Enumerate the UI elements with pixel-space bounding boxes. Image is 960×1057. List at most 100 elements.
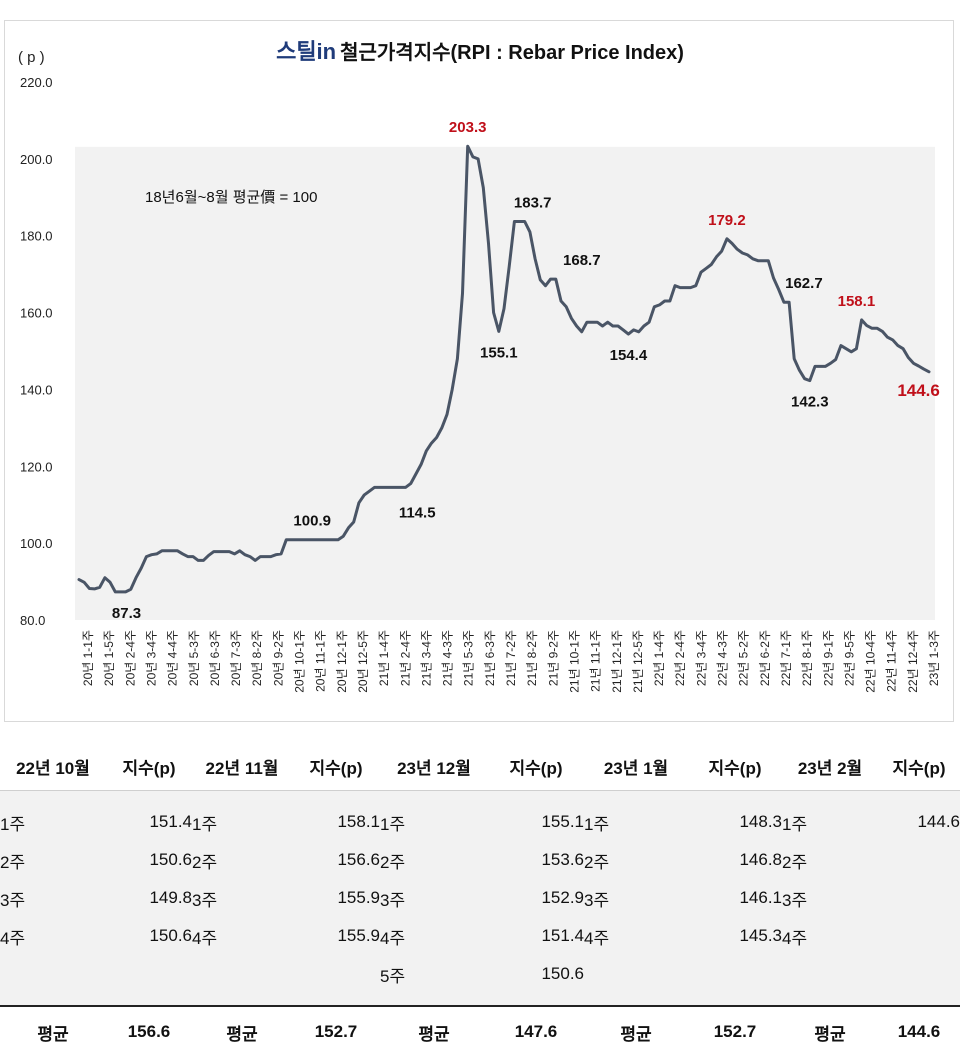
header-index: 지수(p) bbox=[106, 742, 192, 791]
header-index: 지수(p) bbox=[878, 742, 960, 791]
x-tick-label: 22년 8-1주 bbox=[800, 630, 814, 686]
x-tick-label: 21년 9-2주 bbox=[546, 630, 560, 686]
index-cell bbox=[878, 879, 960, 917]
week-cell: 3주 bbox=[782, 879, 878, 917]
x-tick-label: 20년 1-5주 bbox=[102, 630, 116, 686]
baseline-note: 18년6월~8월 평균價 = 100 bbox=[145, 189, 317, 206]
index-cell: 155.9 bbox=[292, 879, 380, 917]
chart-title-text: 철근가격지수(RPI : Rebar Price Index) bbox=[340, 42, 684, 64]
x-tick-label: 20년 5-3주 bbox=[187, 630, 201, 686]
week-cell bbox=[584, 955, 688, 993]
week-cell: 4주 bbox=[380, 917, 488, 955]
x-tick-label: 22년 4-3주 bbox=[716, 630, 730, 686]
average-label: 평균 bbox=[192, 1005, 292, 1057]
week-cell: 4주 bbox=[584, 917, 688, 955]
line-chart: ( p ) 80.0 100.0 120.0 140.0 160.0 180.0 200.0 2… bbox=[18, 49, 941, 693]
x-tick-label: 20년 3-4주 bbox=[144, 630, 158, 686]
y-tick-label: 180.0 bbox=[20, 229, 53, 244]
header-period: 22년 11월 bbox=[192, 742, 292, 791]
data-label: 162.7 bbox=[785, 275, 823, 292]
x-tick-label: 22년 3-4주 bbox=[694, 630, 708, 686]
header-period: 23년 1월 bbox=[584, 742, 688, 791]
x-tick-label: 20년 11-1주 bbox=[314, 630, 328, 692]
index-cell: 151.4 bbox=[488, 917, 584, 955]
week-cell: 2주 bbox=[380, 841, 488, 879]
x-tick-label: 22년 9-1주 bbox=[821, 630, 835, 686]
x-tick-label: 21년 10-1주 bbox=[568, 630, 582, 693]
index-cell: 145.3 bbox=[688, 917, 782, 955]
data-label: 158.1 bbox=[838, 293, 876, 310]
index-cell: 150.6 bbox=[488, 955, 584, 993]
x-tick-label: 20년 9-2주 bbox=[271, 630, 285, 686]
y-tick-label: 120.0 bbox=[20, 459, 53, 474]
x-tick-label: 22년 7-1주 bbox=[779, 630, 793, 686]
data-label: 154.4 bbox=[610, 347, 648, 364]
data-label: 144.6 bbox=[897, 381, 940, 400]
x-tick-label: 22년 2-4주 bbox=[673, 630, 687, 686]
header-index: 지수(p) bbox=[488, 742, 584, 791]
index-cell: 158.1 bbox=[292, 803, 380, 841]
index-cell bbox=[878, 955, 960, 993]
week-cell: 3주 bbox=[0, 879, 106, 917]
average-label: 평균 bbox=[782, 1005, 878, 1057]
index-cell bbox=[688, 955, 782, 993]
x-tick-label: 22년 11-4주 bbox=[885, 630, 899, 692]
table-row: 5주 150.6 bbox=[0, 955, 960, 993]
x-tick-label: 20년 4-4주 bbox=[166, 630, 180, 686]
average-label: 평균 bbox=[584, 1005, 688, 1057]
table-spacer bbox=[0, 993, 960, 1006]
index-cell: 156.6 bbox=[292, 841, 380, 879]
week-cell: 3주 bbox=[584, 879, 688, 917]
x-tick-label: 21년 8-2주 bbox=[525, 630, 539, 686]
week-cell: 4주 bbox=[192, 917, 292, 955]
index-cell: 150.6 bbox=[106, 917, 192, 955]
brand-logo: 스틸in bbox=[276, 39, 337, 64]
y-tick-label: 80.0 bbox=[20, 613, 45, 628]
x-tick-label: 22년 10-4주 bbox=[864, 630, 878, 693]
x-tick-label: 22년 5-2주 bbox=[737, 630, 751, 686]
header-index: 지수(p) bbox=[292, 742, 380, 791]
y-tick-label: 140.0 bbox=[20, 382, 53, 397]
week-cell: 4주 bbox=[782, 917, 878, 955]
index-cell bbox=[878, 917, 960, 955]
x-tick-label: 21년 11-1주 bbox=[589, 630, 603, 692]
week-cell bbox=[192, 955, 292, 993]
header-period: 22년 10월 bbox=[0, 742, 106, 791]
x-tick-label: 20년 10-1주 bbox=[293, 630, 307, 693]
x-tick-label: 21년 7-2주 bbox=[504, 630, 518, 686]
x-tick-label: 20년 12-1주 bbox=[335, 630, 349, 693]
header-index: 지수(p) bbox=[688, 742, 782, 791]
index-cell: 155.1 bbox=[488, 803, 584, 841]
table-row: 1주 151.4 1주 158.1 1주 155.1 1주 148.3 1주 1… bbox=[0, 803, 960, 841]
week-cell: 3주 bbox=[380, 879, 488, 917]
x-tick-label: 20년 12-5주 bbox=[356, 630, 370, 693]
index-cell: 150.6 bbox=[106, 841, 192, 879]
x-tick-label: 22년 6-2주 bbox=[758, 630, 772, 686]
week-cell: 4주 bbox=[0, 917, 106, 955]
index-cell: 146.8 bbox=[688, 841, 782, 879]
index-cell: 146.1 bbox=[688, 879, 782, 917]
week-cell: 5주 bbox=[380, 955, 488, 993]
week-cell bbox=[782, 955, 878, 993]
data-label: 183.7 bbox=[514, 195, 552, 212]
index-cell: 152.9 bbox=[488, 879, 584, 917]
data-label: 203.3 bbox=[449, 119, 487, 136]
data-label: 114.5 bbox=[399, 504, 436, 521]
average-value: 144.6 bbox=[878, 1005, 960, 1057]
table-row: 2주 150.6 2주 156.6 2주 153.6 2주 146.8 2주 bbox=[0, 841, 960, 879]
x-tick-label: 21년 1-4주 bbox=[377, 630, 391, 686]
y-tick-label: 220.0 bbox=[20, 75, 53, 90]
x-tick-label: 20년 7-3주 bbox=[229, 630, 243, 686]
data-label: 179.2 bbox=[708, 212, 746, 229]
data-label: 142.3 bbox=[791, 394, 829, 411]
data-label: 155.1 bbox=[480, 344, 518, 361]
week-cell bbox=[0, 955, 106, 993]
x-tick-label: 20년 8-2주 bbox=[250, 630, 264, 686]
week-cell: 1주 bbox=[782, 803, 878, 841]
table-spacer bbox=[0, 790, 960, 803]
x-tick-label: 21년 5-3주 bbox=[462, 630, 476, 686]
y-tick-label: 200.0 bbox=[20, 152, 53, 167]
table-row: 3주 149.8 3주 155.9 3주 152.9 3주 146.1 3주 bbox=[0, 879, 960, 917]
x-tick-label: 20년 6-3주 bbox=[208, 630, 222, 686]
average-label: 평균 bbox=[0, 1005, 106, 1057]
